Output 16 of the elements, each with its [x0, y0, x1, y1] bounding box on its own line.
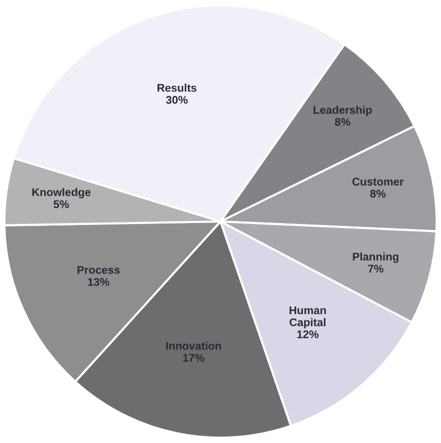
- slice-label: Innovation: [166, 342, 221, 350]
- slice-label: Process: [78, 266, 120, 274]
- data-label: 30%: [166, 96, 188, 104]
- data-label: 8%: [334, 118, 350, 126]
- slice-label: Human Capital: [290, 306, 326, 328]
- data-label: 7%: [368, 264, 384, 273]
- slice-label: Leadership: [314, 106, 372, 116]
- data-label: 13%: [88, 278, 110, 286]
- slice-label: Results: [158, 84, 196, 92]
- data-label: 12%: [297, 330, 319, 338]
- data-label: 8%: [370, 190, 386, 198]
- data-label: 5%: [54, 200, 69, 208]
- slice-label: Planning: [352, 252, 398, 263]
- slice-label: Customer: [352, 178, 404, 186]
- slice-label: Knowledge: [32, 188, 91, 198]
- data-label: 17%: [183, 354, 204, 362]
